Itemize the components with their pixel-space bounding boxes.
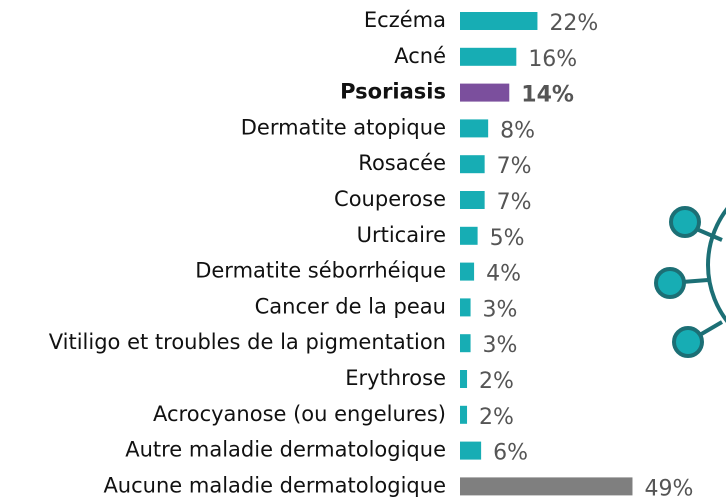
value-label: 8% [500, 118, 535, 143]
bar [460, 119, 489, 138]
category-label: Autre maladie dermatologique [125, 438, 446, 462]
value-label: 3% [483, 333, 518, 358]
bar [460, 370, 468, 388]
value-label: 16% [528, 47, 577, 72]
category-label: Acrocyanose (ou engelures) [153, 402, 446, 426]
bar [460, 12, 538, 30]
value-label: 3% [483, 297, 518, 322]
virus-icon [654, 206, 726, 358]
category-label: Psoriasis [340, 80, 446, 104]
value-label: 7% [497, 190, 532, 215]
bar [460, 191, 485, 209]
category-label: Aucune maladie dermatologique [103, 473, 446, 497]
value-label: 2% [479, 369, 514, 394]
value-label: 49% [644, 476, 693, 501]
bar [460, 262, 475, 281]
value-label: 14% [521, 83, 574, 108]
value-label: 6% [493, 441, 528, 466]
bar [460, 83, 510, 102]
category-label: Cancer de la peau [255, 294, 446, 318]
value-label: 5% [490, 226, 525, 251]
bar [460, 47, 517, 66]
value-label: 2% [479, 405, 514, 430]
value-label: 4% [486, 262, 521, 287]
category-label: Erythrose [345, 366, 446, 390]
bar [460, 441, 482, 460]
category-label: Dermatite séborrhéique [195, 259, 446, 283]
category-label: Acné [394, 44, 446, 68]
category-label: Eczéma [364, 8, 446, 32]
category-label: Vitiligo et troubles de la pigmentation [49, 330, 446, 354]
bar [460, 155, 485, 174]
value-label: 7% [497, 154, 532, 179]
bar [460, 405, 468, 424]
bar [460, 226, 478, 245]
bar [460, 298, 471, 317]
bar [460, 477, 633, 496]
value-label: 22% [549, 11, 598, 36]
category-label: Couperose [334, 187, 446, 211]
category-label: Rosacée [358, 151, 446, 175]
category-label: Dermatite atopique [241, 115, 446, 139]
bar [460, 334, 471, 353]
category-label: Urticaire [357, 223, 446, 247]
